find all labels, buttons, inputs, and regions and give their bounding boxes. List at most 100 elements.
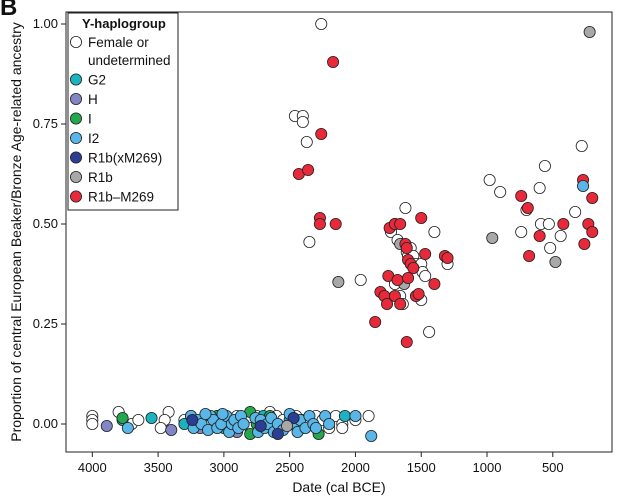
point-h	[165, 423, 178, 436]
point-female-or-undetermined	[483, 173, 496, 186]
point-female-or-undetermined	[542, 217, 555, 230]
legend-label-female-or: Female or	[88, 35, 149, 50]
legend-title: Y-haplogroup	[82, 16, 166, 31]
point-r1b-m269	[415, 211, 428, 224]
point-female-or-undetermined	[315, 17, 328, 30]
point-r1b	[281, 419, 294, 432]
legend-label-r1b-xm269: R1b(xM269)	[88, 151, 162, 166]
legend-marker-r1b	[70, 170, 83, 183]
point-r1b-xm269	[271, 427, 284, 440]
legend-box	[67, 12, 179, 211]
point-r1b-m269	[391, 273, 404, 286]
legend: Y-haplogroup Female or undetermined G2 HI I2…	[67, 12, 179, 211]
point-i2	[365, 429, 378, 442]
point-r1b-m269	[586, 191, 599, 204]
point-i2-late	[577, 179, 590, 192]
point-female-or-undetermined	[544, 241, 557, 254]
legend-marker-i2	[70, 131, 83, 144]
legend-marker-r1b-m269	[70, 190, 83, 203]
point-r1b-m269	[515, 189, 528, 202]
point-r1b-m269	[302, 163, 315, 176]
x-tick-label: 1500	[407, 460, 436, 475]
legend-marker-female-or	[70, 36, 83, 49]
point-g2	[145, 411, 158, 424]
point-r1b-m269	[521, 201, 534, 214]
point-r1b	[583, 25, 596, 38]
point-i2	[323, 417, 336, 430]
point-female-or-undetermined	[336, 421, 349, 434]
y-tick-label: 0.50	[33, 216, 58, 231]
point-r1b-m269	[313, 217, 326, 230]
point-r1b-m269	[394, 217, 407, 230]
point-r1b-m269	[578, 237, 591, 250]
legend-marker-i	[70, 112, 83, 125]
point-r1b-m269	[402, 271, 415, 284]
point-r1b	[332, 275, 345, 288]
x-tick-label: 3500	[144, 460, 173, 475]
y-tick-label: 0.25	[33, 316, 58, 331]
point-r1b-m269	[369, 315, 382, 328]
point-i2	[309, 421, 322, 434]
legend-marker-g2	[70, 73, 83, 86]
legend-label-i: I	[88, 112, 92, 127]
legend-marker-h	[70, 93, 83, 106]
point-female-or-undetermined	[428, 225, 441, 238]
point-female-or-undetermined	[569, 205, 582, 218]
point-female-or-undetermined	[515, 225, 528, 238]
x-tick-label: 3000	[209, 460, 238, 475]
y-axis-title: Proportion of central European Beaker/Br…	[8, 22, 24, 441]
y-tick-label: 1.00	[33, 16, 58, 31]
point-female-or-undetermined	[354, 273, 367, 286]
point-r1b-m269	[327, 56, 340, 69]
legend-label-female-or-line2: undetermined	[88, 53, 171, 68]
legend-label-g2: G2	[88, 73, 106, 88]
x-tick-label: 4000	[78, 460, 107, 475]
point-r1b-m269	[419, 247, 432, 260]
legend-label-i2: I2	[88, 131, 99, 146]
y-tick-label: 0.00	[33, 416, 58, 431]
point-female-or-undetermined	[538, 159, 551, 172]
legend-label-r1b-m269: R1b–M269	[88, 190, 154, 205]
point-r1b-m269	[381, 297, 394, 310]
y-axis: 0.00 0.25 0.50 0.75 1.00	[33, 16, 66, 431]
point-i2	[121, 421, 134, 434]
point-r1b-xm269	[287, 411, 300, 424]
point-i	[116, 411, 129, 424]
x-axis-title: Date (cal BCE)	[292, 479, 385, 495]
point-female-or-undetermined	[300, 135, 313, 148]
point-r1b-m269	[412, 287, 425, 300]
panel-letter: B	[0, 0, 18, 21]
point-r1b-xm269	[254, 419, 267, 432]
point-r1b-m269	[586, 225, 599, 238]
point-r1b-m269	[400, 335, 413, 348]
data-points	[86, 17, 599, 442]
point-r1b-m269	[557, 217, 570, 230]
x-tick-label: 500	[542, 460, 564, 475]
point-female-or-undetermined	[362, 409, 375, 422]
point-g2	[338, 409, 351, 422]
point-h	[100, 419, 113, 432]
point-female-or-undetermined	[303, 235, 316, 248]
point-female-or-undetermined	[399, 201, 412, 214]
legend-label-h: H	[88, 92, 98, 107]
point-r1b	[486, 231, 499, 244]
point-r1b-m269	[523, 249, 536, 262]
point-r1b-m269	[441, 251, 454, 264]
point-r1b-m269	[407, 261, 420, 274]
point-female-or-undetermined	[132, 413, 145, 426]
point-female-or-undetermined	[554, 229, 567, 242]
point-i2	[349, 409, 362, 422]
point-i2	[199, 407, 212, 420]
point-r1b-m269	[315, 127, 328, 140]
point-female-or-undetermined	[154, 421, 167, 434]
x-axis: 4000 3500 3000 2500 2000 1500 1000 500	[78, 452, 564, 475]
point-female-or-undetermined	[575, 139, 588, 152]
point-r1b-m269	[394, 297, 407, 310]
point-r1b	[549, 255, 562, 268]
point-female-or-undetermined	[494, 185, 507, 198]
x-tick-label: 2000	[341, 460, 370, 475]
point-female-or-undetermined	[86, 417, 99, 430]
point-r1b-m269	[428, 277, 441, 290]
y-tick-label: 0.75	[33, 116, 58, 131]
